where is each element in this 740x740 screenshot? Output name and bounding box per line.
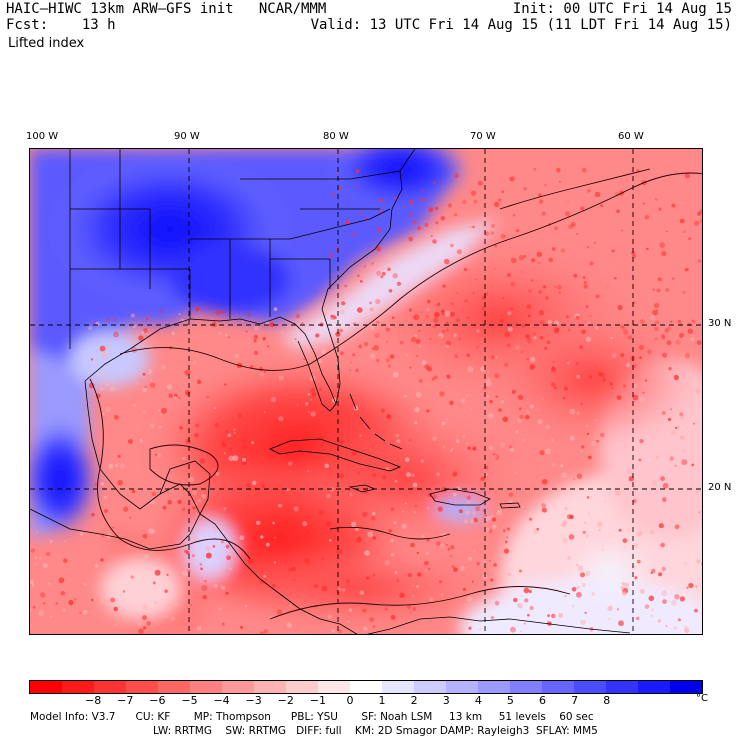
colorbar-tick-label: −3 <box>245 694 262 707</box>
colorbar-swatch <box>542 681 574 693</box>
colorbar-tick-label: 5 <box>506 694 514 707</box>
colorbar-swatch <box>382 681 414 693</box>
field-name: Lifted index <box>8 36 85 51</box>
colorbar-tick-label: −7 <box>117 694 134 707</box>
map-canvas <box>30 149 702 634</box>
colorbar-unit: °C <box>696 693 708 704</box>
colorbar <box>29 680 703 694</box>
colorbar-swatch <box>254 681 286 693</box>
colorbar-tick-label: −1 <box>309 694 326 707</box>
lon-label-80w: 80 W <box>323 131 349 142</box>
header-left: HAIC–HIWC 13km ARW–GFS init NCAR/MMM Fcs… <box>6 1 326 33</box>
colorbar-swatch <box>222 681 254 693</box>
colorbar-swatch <box>446 681 478 693</box>
colorbar-ticks: −8 −7 −6 −5 −4 −3 −2 −1 0 1 2 3 4 5 6 7 8 <box>29 694 703 708</box>
lon-label-100w: 100 W <box>26 131 59 142</box>
colorbar-tick-label: 8 <box>603 694 611 707</box>
colorbar-tick-label: −5 <box>181 694 198 707</box>
model-title: HAIC–HIWC 13km ARW–GFS init NCAR/MMM <box>6 1 327 17</box>
colorbar-tick-label: 6 <box>539 694 547 707</box>
colorbar-tick-label: −4 <box>213 694 230 707</box>
colorbar-swatch <box>606 681 638 693</box>
init-time: Init: 00 UTC Fri 14 Aug 15 <box>512 1 732 17</box>
colorbar-swatch <box>62 681 94 693</box>
colorbar-swatch <box>286 681 318 693</box>
lon-label-90w: 90 W <box>174 131 200 142</box>
colorbar-swatch <box>638 681 670 693</box>
colorbar-swatch <box>414 681 446 693</box>
colorbar-tick-label: −8 <box>85 694 102 707</box>
colorbar-tick-label: 4 <box>474 694 482 707</box>
coastlines <box>30 149 631 634</box>
colorbar-swatch <box>510 681 542 693</box>
field-shading <box>30 149 702 634</box>
colorbar-swatch <box>574 681 606 693</box>
colorbar-tick-label: 2 <box>410 694 418 707</box>
latlon-grid <box>30 149 702 634</box>
colorbar-tick-label: 3 <box>442 694 450 707</box>
colorbar-tick-label: 1 <box>378 694 386 707</box>
colorbar-tick-label: −6 <box>149 694 166 707</box>
header-right: Init: 00 UTC Fri 14 Aug 15 Valid: 13 UTC… <box>311 1 732 33</box>
colorbar-swatch <box>94 681 126 693</box>
colorbar-swatch <box>126 681 158 693</box>
forecast-hour: Fcst: 13 h <box>6 17 116 33</box>
lat-label-20n: 20 N <box>708 482 732 493</box>
colorbar-swatch <box>158 681 190 693</box>
colorbar-swatch <box>350 681 382 693</box>
model-info-line2: LW: RRTMG SW: RRTMG DIFF: full KM: 2D Sm… <box>153 725 598 737</box>
lifted-index-map <box>29 148 703 635</box>
colorbar-swatch <box>670 681 702 693</box>
valid-time: Valid: 13 UTC Fri 14 Aug 15 (11 LDT Fri … <box>310 17 732 33</box>
colorbar-tick-label: 7 <box>571 694 579 707</box>
colorbar-swatch <box>30 681 62 693</box>
colorbar-tick-label: 0 <box>346 694 354 707</box>
lon-label-70w: 70 W <box>470 131 496 142</box>
colorbar-swatch <box>478 681 510 693</box>
lat-label-30n: 30 N <box>708 318 732 329</box>
zero-contours <box>89 168 702 620</box>
colorbar-swatch <box>318 681 350 693</box>
colorbar-tick-label: −2 <box>277 694 294 707</box>
colorbar-swatch <box>190 681 222 693</box>
lon-label-60w: 60 W <box>618 131 644 142</box>
model-info-line1: Model Info: V3.7 CU: KF MP: Thompson PBL… <box>30 711 594 723</box>
